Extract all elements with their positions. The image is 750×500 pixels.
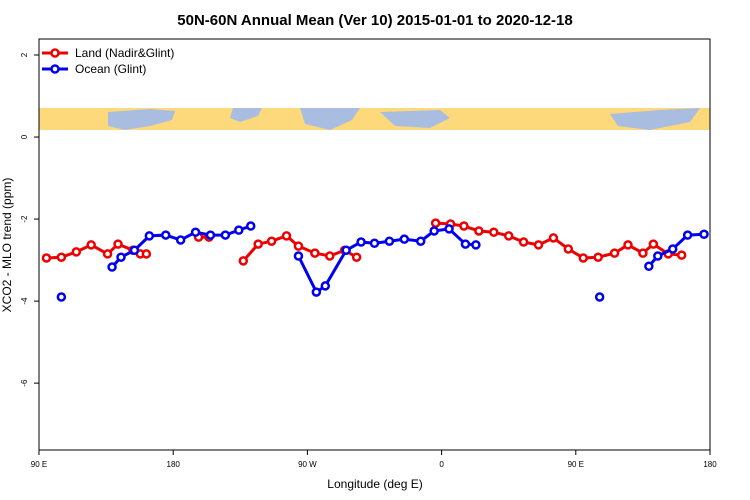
point (489, 227, 499, 237)
point (399, 234, 410, 244)
point (266, 236, 277, 246)
point (609, 248, 620, 258)
point (623, 240, 633, 250)
chart-title: 50N-60N Annual Mean (Ver 10) 2015-01-01 … (177, 12, 572, 29)
point (129, 245, 140, 255)
point (253, 239, 263, 249)
y-tick-label: -4 (20, 297, 29, 305)
point (293, 241, 304, 251)
point (593, 252, 603, 262)
point (384, 236, 395, 246)
plot-frame (38, 38, 711, 451)
point (430, 218, 441, 228)
point (234, 225, 244, 235)
point (563, 244, 574, 254)
legend-label: Land (Nadir&Glint) (75, 46, 174, 60)
point (415, 236, 426, 246)
point (220, 230, 231, 240)
point (474, 226, 484, 236)
map-strip (39, 108, 710, 130)
point (141, 249, 152, 259)
x-tick-label: 90 E (568, 460, 584, 469)
point (320, 281, 331, 291)
y-axis-label: XCO2 - MLO trend (ppm) (0, 178, 14, 313)
point (548, 233, 559, 243)
point (325, 251, 335, 261)
y-tick-label: 0 (20, 134, 29, 139)
legend-label: Ocean (Glint) (75, 62, 146, 76)
point (56, 292, 67, 302)
point (107, 262, 117, 272)
point (71, 247, 82, 257)
point (682, 230, 693, 240)
x-tick-label: 0 (439, 460, 444, 469)
point (699, 229, 709, 239)
legend-marker (50, 64, 60, 74)
point (471, 240, 481, 250)
point (310, 248, 320, 258)
point (638, 248, 648, 258)
point (116, 252, 126, 262)
point (444, 224, 454, 234)
x-tick-label: 180 (703, 460, 717, 469)
point (86, 240, 96, 250)
point (238, 256, 249, 266)
point (578, 253, 589, 263)
point (460, 239, 471, 249)
y-tick-label: 2 (20, 52, 29, 57)
point (653, 251, 663, 261)
point (311, 287, 322, 297)
point (667, 244, 678, 254)
y-tick-label: -2 (20, 215, 29, 223)
x-tick-label: 90 E (31, 460, 47, 469)
x-axis-label: Longitude (deg E) (327, 477, 422, 491)
point (293, 251, 304, 261)
point (245, 221, 256, 231)
point (190, 227, 201, 237)
legend-marker (50, 48, 60, 58)
point (648, 239, 659, 249)
point (676, 250, 687, 260)
point (341, 245, 351, 255)
point (369, 238, 380, 249)
point (533, 240, 544, 250)
point (160, 230, 171, 240)
point (144, 231, 155, 241)
point (459, 221, 469, 231)
y-tick-label: -6 (20, 379, 29, 387)
point (594, 292, 605, 302)
point (113, 239, 123, 249)
point (281, 231, 292, 241)
x-tick-label: 90 W (298, 460, 317, 469)
point (644, 261, 654, 271)
point (205, 230, 216, 240)
point (503, 231, 514, 241)
point (429, 226, 439, 236)
point (518, 237, 529, 247)
point (41, 253, 52, 263)
point (175, 235, 186, 245)
point (102, 249, 113, 259)
point (356, 237, 366, 247)
point (56, 252, 67, 262)
point (351, 252, 362, 262)
x-tick-label: 180 (167, 460, 181, 469)
